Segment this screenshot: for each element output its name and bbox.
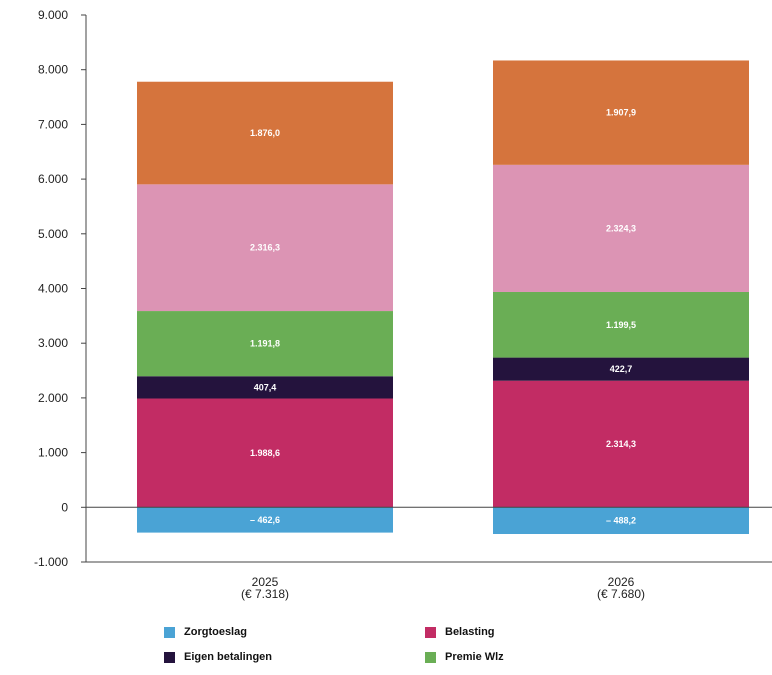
segment-value-label: 2.324,3 xyxy=(606,223,636,233)
x-category-label: 2025 xyxy=(252,575,279,589)
segment-value-label: 1.199,5 xyxy=(606,320,636,330)
bar-segment xyxy=(137,376,393,399)
y-tick-label: 0 xyxy=(61,500,68,514)
segment-value-label: 1.988,6 xyxy=(250,448,280,458)
bar-segment xyxy=(137,184,393,312)
bar-segment xyxy=(493,507,749,535)
segment-value-label: 1.907,9 xyxy=(606,108,636,118)
bar-segment xyxy=(137,311,393,377)
y-tick-label: 1.000 xyxy=(38,446,68,460)
bar-segment xyxy=(493,291,749,358)
y-tick-label: 2.000 xyxy=(38,391,68,405)
segment-value-label: 1.876,0 xyxy=(250,128,280,138)
legend-swatch xyxy=(164,626,175,638)
stacked-bar-chart: -1.000 0 1.000 2.000 3.000 4.000 5.000 6.000 7.0… xyxy=(34,8,772,601)
y-tick-label: 6.000 xyxy=(38,172,68,186)
x-category-sublabel: (€ 7.680) xyxy=(597,587,645,601)
bar-segment xyxy=(493,60,749,165)
segment-value-label: 2.316,3 xyxy=(250,243,280,253)
segment-value-label: – 488,2 xyxy=(606,516,636,526)
legend-swatch xyxy=(425,626,436,638)
bar-segment xyxy=(493,357,749,381)
segment-value-label: 2.314,3 xyxy=(606,439,636,449)
bar-segment xyxy=(493,164,749,292)
y-tick-label: 5.000 xyxy=(38,227,68,241)
x-category-label: 2026 xyxy=(608,575,635,589)
y-tick-label: 3.000 xyxy=(38,336,68,350)
y-tick-label: -1.000 xyxy=(34,555,68,569)
legend-item-belasting: Belasting xyxy=(425,626,495,638)
legend-item-zorgtoeslag: Zorgtoeslag xyxy=(164,626,247,638)
bar-segment xyxy=(137,507,393,533)
legend-swatch xyxy=(164,651,175,663)
y-tick-label: 8.000 xyxy=(38,63,68,77)
y-tick-label: 9.000 xyxy=(38,8,68,22)
bar-segment xyxy=(493,380,749,508)
x-category-sublabel: (€ 7.318) xyxy=(241,587,289,601)
bar-segment xyxy=(137,81,393,185)
y-tick-label: 7.000 xyxy=(38,117,68,131)
bar-segment xyxy=(137,398,393,508)
segment-value-label: 1.191,8 xyxy=(250,339,280,349)
legend-swatch xyxy=(425,651,436,663)
segment-value-label: 422,7 xyxy=(610,364,633,374)
legend-label: Belasting xyxy=(445,626,495,638)
legend-label: Eigen betalingen xyxy=(184,651,273,663)
legend-item-premie-wlz: Premie Wlz xyxy=(425,651,504,663)
segment-value-label: 407,4 xyxy=(254,382,277,392)
y-tick-label: 4.000 xyxy=(38,282,68,296)
legend-label: Premie Wlz xyxy=(445,651,504,663)
legend-item-eigen-betalingen: Eigen betalingen xyxy=(164,651,272,663)
legend-label: Zorgtoeslag xyxy=(184,626,247,638)
segment-value-label: – 462,6 xyxy=(250,515,280,525)
